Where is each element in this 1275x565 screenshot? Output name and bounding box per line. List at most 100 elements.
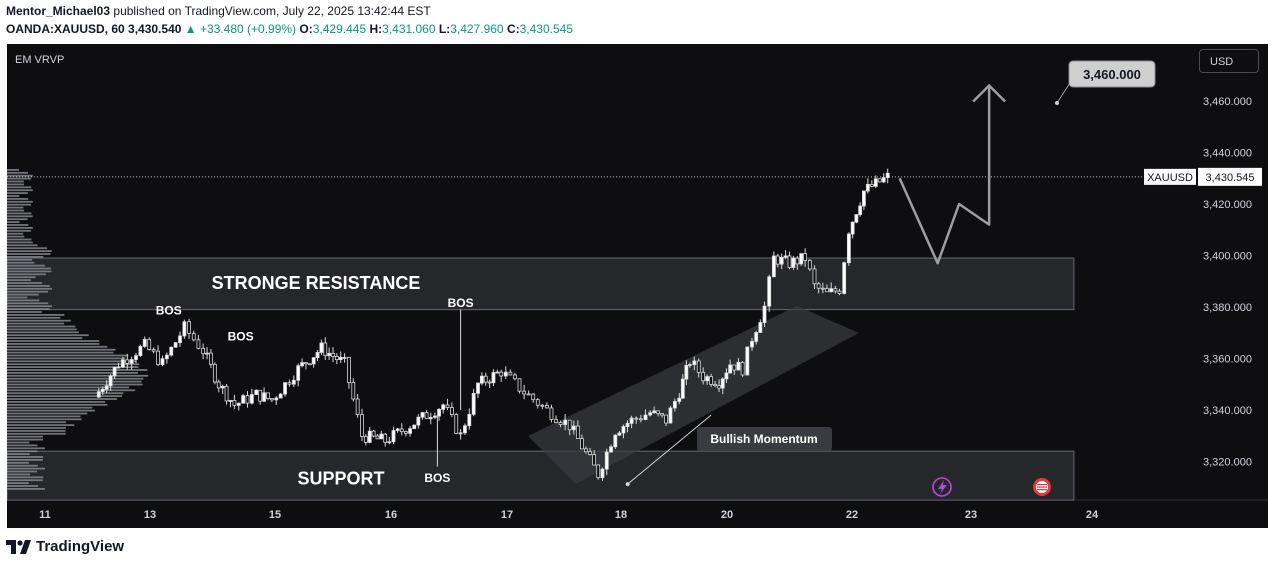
volume-bar [7,264,45,267]
candle-body [169,346,174,356]
flag-stripe-icon [1037,486,1047,488]
candle-body [728,364,733,374]
candle-body [338,356,343,360]
candle-body [850,221,855,235]
volume-bar [7,174,33,177]
flag-stripe-icon [1037,484,1047,486]
time-tick-label: 20 [721,509,733,521]
volume-bar [7,374,149,377]
currency-selector[interactable]: USD [1199,49,1259,73]
candle-body [713,383,717,387]
volume-bar [7,334,89,337]
time-tick-label: 24 [1086,509,1099,521]
candle-body [433,415,437,418]
candle-body [767,276,772,307]
candle-body [269,398,274,401]
candle-body [846,233,851,264]
candle-body [408,428,412,434]
candle-body [696,360,701,373]
time-tick-label: 23 [965,509,977,521]
candle-body [522,390,526,395]
high-label: H: [369,22,383,36]
candle-body [274,397,279,401]
candle-body [379,433,384,440]
candle-body [799,253,804,265]
volume-bar [7,482,29,484]
author-name[interactable]: Mentor_Michael03 [6,4,111,18]
volume-bar [7,392,124,395]
volume-bar [7,357,126,360]
candle-body [351,382,356,400]
annotation-label: Bullish Momentum [710,432,817,446]
candle-body [424,412,429,420]
volume-bar [7,401,106,403]
candle-body [216,381,221,389]
candle-body [287,382,292,385]
candle-body [319,342,324,353]
candle-body [621,426,626,434]
volume-bar [7,238,32,241]
bos-label: BOS [448,296,474,310]
candle-body [228,400,233,402]
candle-body [517,378,522,392]
volume-bar [7,412,88,415]
candle-body [803,253,808,261]
time-tick-label: 22 [846,509,858,521]
volume-bar [7,308,50,310]
arrow-head [972,83,1007,103]
candle-body [278,393,283,399]
tradingview-logo: TradingView [6,538,124,555]
chart-pane[interactable]: STRONGE RESISTANCE SUPPORT BOS BOS BOS BOS 3,4… [7,44,1268,528]
brand-name: TradingView [36,538,125,555]
volume-bar [7,250,52,252]
candle-body [584,448,588,453]
candle-body [779,256,784,265]
close-label: C: [506,22,520,36]
candle-body [196,339,201,349]
indicator-label[interactable]: EM VRVP [15,54,65,66]
candle-body [531,393,536,401]
volume-bar [7,247,48,250]
candle-body [445,404,450,408]
volume-bar [7,218,28,221]
resistance-zone [7,257,1075,311]
bullish-channel [528,306,859,484]
candle-body [508,371,513,376]
volume-bar [7,427,66,429]
candle-body [96,391,101,398]
high-value: 3,431.060 [382,22,436,36]
candle-body [609,446,613,453]
price-tick-label: 3,360.000 [1203,354,1252,366]
candle-body [254,389,259,395]
target-label: 3,460.000 [1083,67,1141,82]
volume-bar [7,189,33,192]
bos-label: BOS [424,471,450,485]
volume-bar [7,267,52,270]
volume-bar [7,285,50,287]
volume-bar [7,224,29,226]
volume-bar [7,229,31,232]
candle-body [575,425,580,439]
candle-body [643,414,648,420]
volume-bar [7,369,148,371]
price-chart[interactable]: STRONGE RESISTANCE SUPPORT BOS BOS BOS BOS 3,4… [7,44,1268,528]
candle-body [187,321,191,334]
candle-body [495,371,500,374]
volume-bar [7,177,32,180]
candle-body [437,409,441,417]
candle-body [617,432,622,436]
volume-bar [7,200,33,203]
volume-bar [7,241,33,244]
candle-body [783,255,788,258]
candle-body [182,321,187,337]
volume-bar [7,192,28,194]
candle-body [311,357,316,365]
candle-body [596,464,601,479]
candle-body [709,376,713,385]
candle-body [191,333,196,341]
candle-body [331,352,335,357]
candle-body [535,399,540,406]
candle-body [837,290,842,294]
volume-bar [7,261,35,264]
tradingview-logo-icon [6,539,31,554]
